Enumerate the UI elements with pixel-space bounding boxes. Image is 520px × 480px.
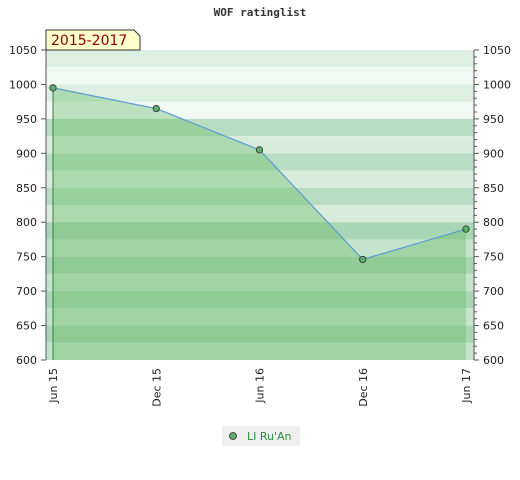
band [46,50,474,68]
x-tick-label: Jun 15 [47,368,60,404]
legend: LI Ru'An [222,426,300,446]
series-points [49,84,470,360]
data-point [359,255,367,264]
legend-label: LI Ru'An [247,430,292,443]
y-tick-label-right: 850 [483,182,504,195]
band [46,170,474,188]
y-tick-label-right: 700 [483,285,504,298]
band [46,222,474,240]
y-tick-label-left: 900 [16,147,37,160]
legend-box [222,426,300,446]
x-ticks: Jun 15 Dec 15 Jun 16 Dec 16 Jun 17 [47,368,473,407]
y-ticks-right: 600 650 700 750 800 850 900 950 1000 1050 [474,44,511,367]
band [46,239,474,257]
series-area [53,87,466,360]
band [46,84,474,102]
legend-marker [229,432,237,440]
y-tick-label-left: 650 [16,320,37,333]
band [46,256,474,274]
period-badge: 2015-2017 [45,29,141,51]
y-tick-label-right: 900 [483,147,504,160]
y-tick-label-left: 750 [16,251,37,264]
background-bands [46,50,474,360]
band [46,273,474,292]
period-badge-box [45,29,141,51]
period-badge-label: 2015-2017 [51,33,127,49]
band [46,291,474,309]
data-point [152,104,160,113]
y-tick-label-right: 800 [483,216,504,229]
y-ticks-left: 600 650 700 750 800 850 900 950 1000 1050 [9,44,46,367]
band [46,325,474,343]
y-tick-label-right: 750 [483,251,504,264]
chart-title: WOF ratinglist [214,6,307,19]
y-tick-label-left: 700 [16,285,37,298]
x-tick-label: Jun 17 [460,368,473,404]
band [46,153,474,171]
y-minor-ticks-right [474,56,477,354]
y-tick-label-left: 800 [16,216,37,229]
y-tick-label-left: 1050 [9,44,37,57]
y-tick-label-left: 950 [16,113,37,126]
data-point [462,225,470,233]
band [46,136,474,154]
y-tick-label-right: 950 [483,113,504,126]
band [46,342,474,360]
band [46,118,474,137]
y-tick-label-right: 1000 [483,78,511,91]
x-tick-label: Dec 15 [150,368,163,407]
y-tick-label-right: 600 [483,354,504,367]
y-tick-label-left: 1000 [9,78,37,91]
y-tick-label-right: 650 [483,320,504,333]
data-point [49,84,57,92]
band [46,308,474,326]
band [46,101,474,119]
band [46,187,474,205]
x-tick-label: Jun 16 [254,368,267,404]
data-point [255,146,264,154]
x-tick-label: Dec 16 [357,368,370,407]
y-tick-label-left: 600 [16,354,37,367]
y-tick-label-left: 850 [16,182,37,195]
y-tick-label-right: 1050 [483,44,511,57]
band [46,205,474,223]
band [46,67,474,85]
